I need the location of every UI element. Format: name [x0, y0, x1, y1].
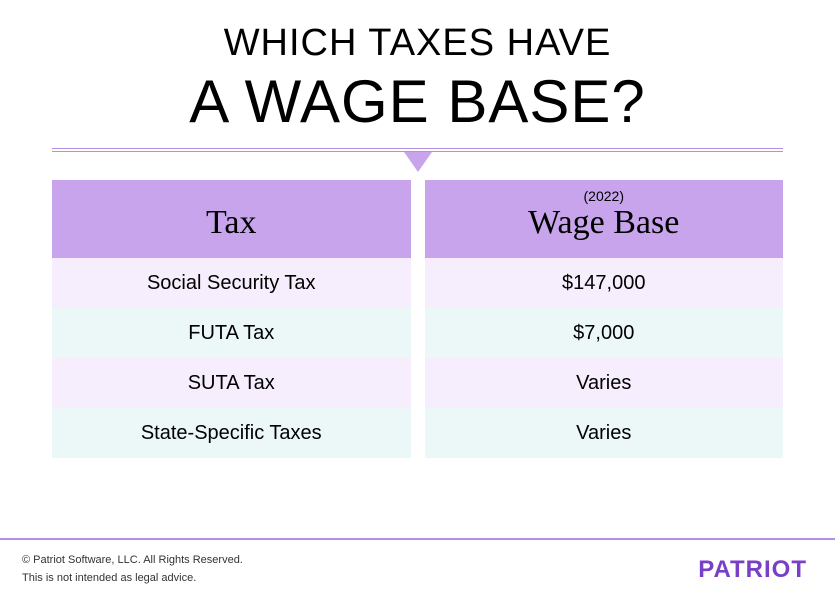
divider [52, 148, 783, 152]
column-header-label: Wage Base [528, 204, 679, 242]
table-column-tax: Tax Social Security Tax FUTA Tax SUTA Ta… [52, 180, 411, 458]
footer: © Patriot Software, LLC. All Rights Rese… [0, 540, 835, 600]
column-header-tax: Tax [52, 180, 411, 258]
footer-legal: © Patriot Software, LLC. All Rights Rese… [22, 552, 243, 587]
wage-base-table: Tax Social Security Tax FUTA Tax SUTA Ta… [52, 180, 783, 458]
column-header-label: Tax [206, 204, 257, 242]
brand-logo: PATRIOT [698, 556, 807, 584]
footer-copyright: © Patriot Software, LLC. All Rights Rese… [22, 552, 243, 570]
table-column-wage-base: (2022) Wage Base $147,000 $7,000 Varies … [425, 180, 784, 458]
table-cell: Varies [425, 408, 784, 458]
table-cell: $7,000 [425, 308, 784, 358]
table-cell: $147,000 [425, 258, 784, 308]
table-cell: Social Security Tax [52, 258, 411, 308]
table-cell: Varies [425, 358, 784, 408]
title-line-2: A WAGE BASE? [0, 67, 835, 136]
title-block: WHICH TAXES HAVE A WAGE BASE? [0, 0, 835, 136]
table-cell: FUTA Tax [52, 308, 411, 358]
table-cell: SUTA Tax [52, 358, 411, 408]
divider-triangle-icon [404, 152, 432, 172]
footer-disclaimer: This is not intended as legal advice. [22, 570, 243, 588]
column-header-wage-base: (2022) Wage Base [425, 180, 784, 258]
table-cell: State-Specific Taxes [52, 408, 411, 458]
column-header-year: (2022) [584, 188, 624, 204]
title-line-1: WHICH TAXES HAVE [0, 22, 835, 65]
